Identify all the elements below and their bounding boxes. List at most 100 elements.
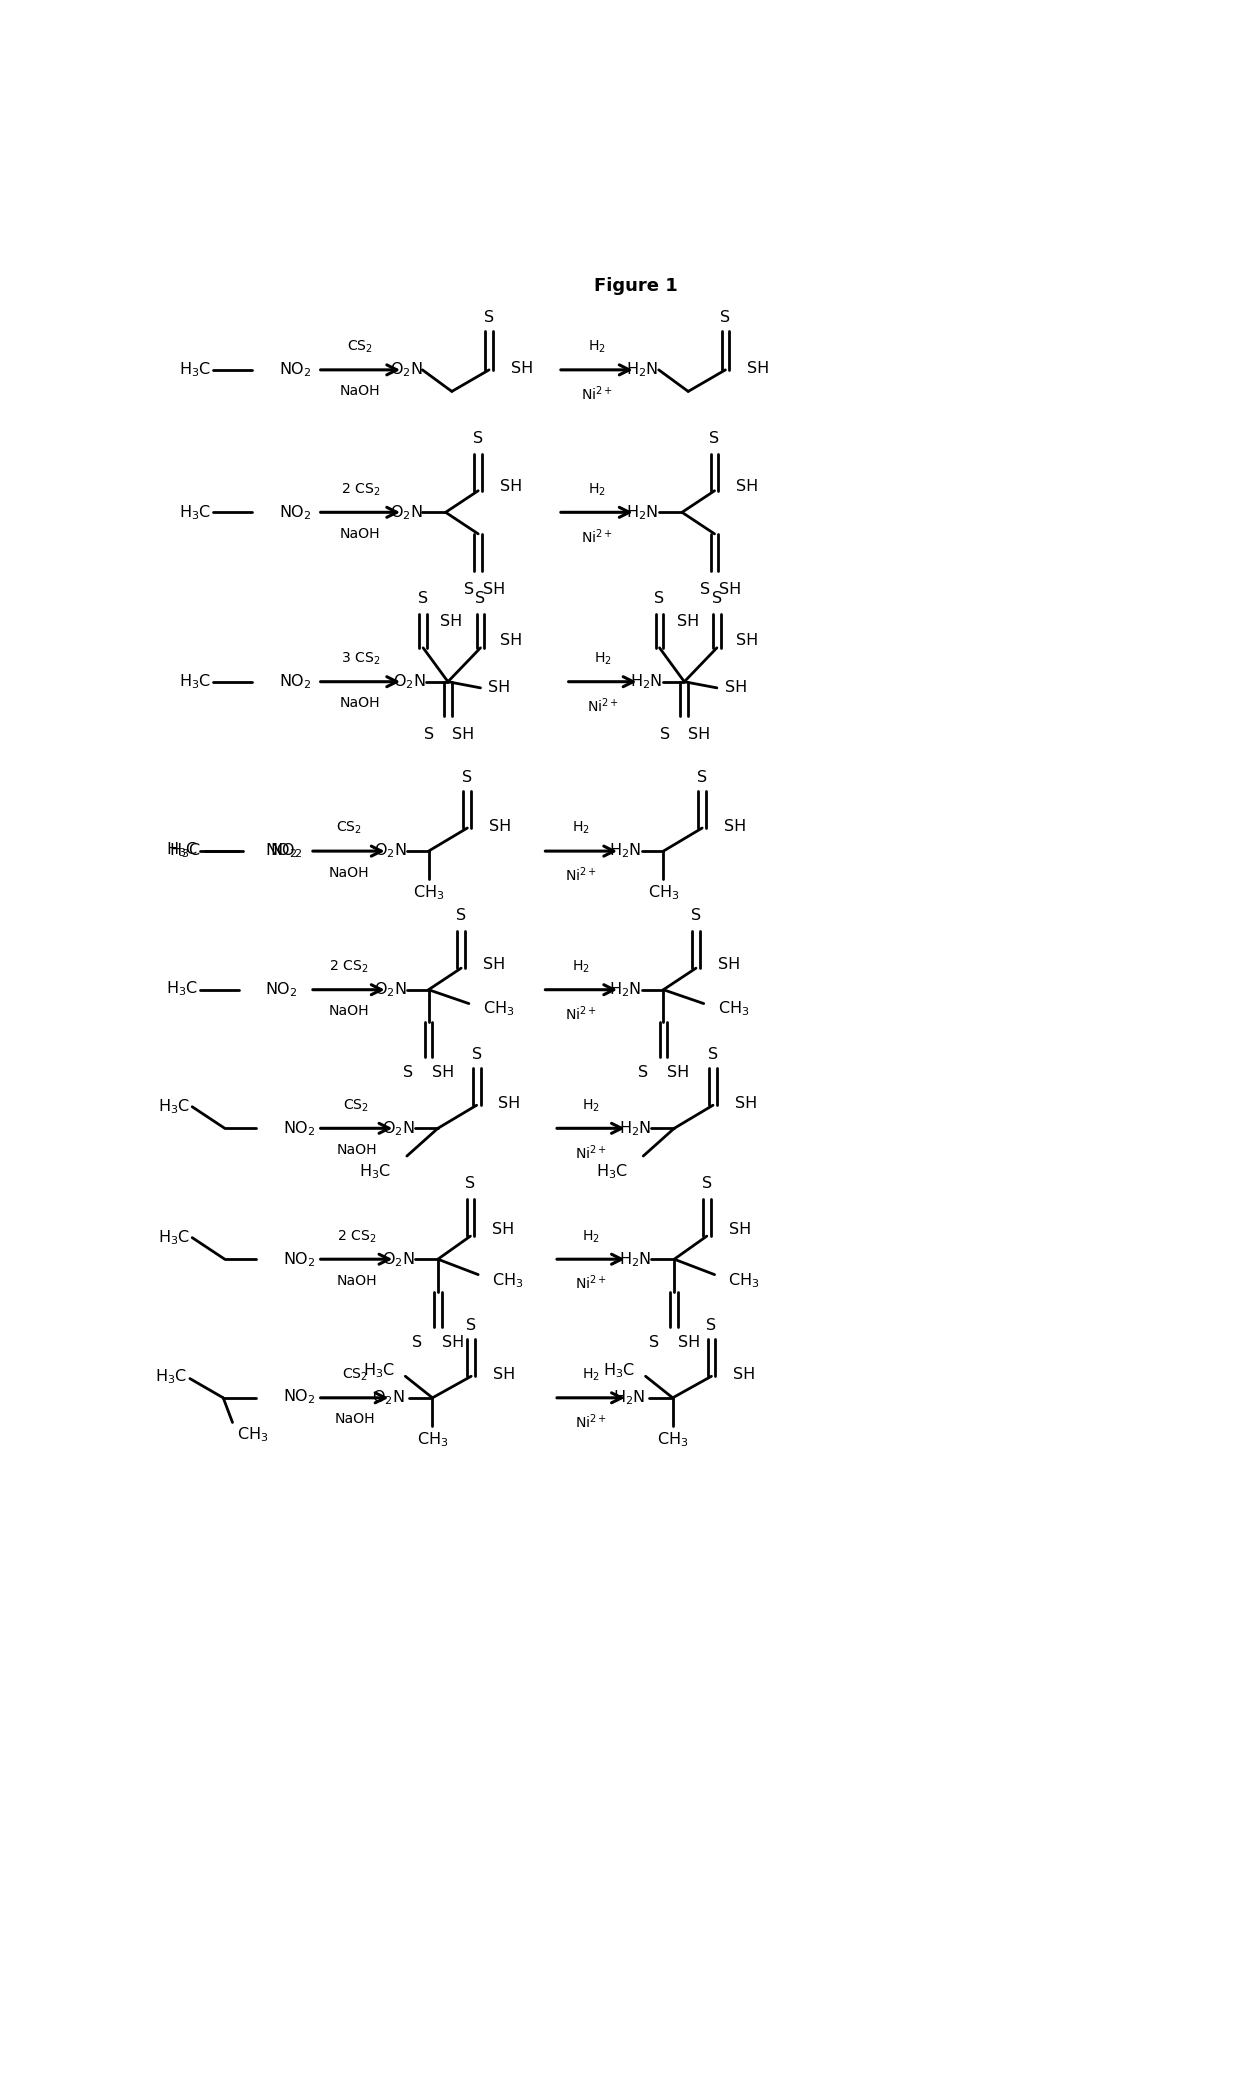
Text: S: S: [691, 909, 701, 923]
Text: H$_3$C: H$_3$C: [166, 978, 197, 997]
Text: H$_2$N: H$_2$N: [609, 842, 642, 861]
Text: Ni$^{2+}$: Ni$^{2+}$: [575, 1143, 606, 1162]
Text: CH$_3$: CH$_3$: [413, 884, 444, 903]
Text: O$_2$N: O$_2$N: [389, 503, 423, 521]
Text: H$_3$C: H$_3$C: [157, 1229, 190, 1248]
Text: NO$_2$: NO$_2$: [283, 1386, 315, 1405]
Text: H$_3$C: H$_3$C: [595, 1162, 627, 1181]
Text: SH: SH: [724, 819, 746, 833]
Text: SH: SH: [688, 727, 711, 741]
Text: NaOH: NaOH: [336, 1143, 377, 1158]
Text: SH: SH: [746, 360, 769, 375]
Text: H$_2$N: H$_2$N: [619, 1250, 651, 1269]
Text: SH: SH: [500, 632, 522, 647]
Text: NaOH: NaOH: [340, 385, 381, 398]
Text: H$_3$C: H$_3$C: [166, 840, 197, 859]
Text: Ni$^{2+}$: Ni$^{2+}$: [565, 1005, 598, 1024]
Text: S: S: [424, 727, 434, 741]
Text: H$_2$: H$_2$: [582, 1367, 600, 1384]
Text: H$_2$: H$_2$: [573, 959, 590, 976]
Text: SH: SH: [719, 582, 742, 597]
Text: O$_2$N: O$_2$N: [389, 360, 423, 379]
Text: SH: SH: [511, 360, 533, 375]
Text: SH: SH: [441, 1334, 464, 1351]
Text: SH: SH: [489, 681, 511, 695]
Text: O$_2$N: O$_2$N: [393, 672, 427, 691]
Text: H$_2$N: H$_2$N: [619, 1118, 651, 1137]
Text: H$_2$: H$_2$: [582, 1097, 600, 1114]
Text: S: S: [637, 1066, 649, 1081]
Text: S: S: [702, 1177, 712, 1191]
Text: H$_3$C: H$_3$C: [157, 1097, 190, 1116]
Text: H$_3$C: H$_3$C: [360, 1162, 392, 1181]
Text: NO$_2$: NO$_2$: [279, 503, 311, 521]
Text: S: S: [720, 310, 730, 325]
Text: H$_3$C: H$_3$C: [179, 672, 211, 691]
Text: 2 CS$_2$: 2 CS$_2$: [341, 482, 381, 498]
Text: O$_2$N: O$_2$N: [372, 1388, 405, 1407]
Text: S: S: [465, 1177, 475, 1191]
Text: CS$_2$: CS$_2$: [343, 1097, 370, 1114]
Text: S: S: [456, 909, 466, 923]
Text: H$_3$C: H$_3$C: [363, 1361, 396, 1380]
Text: S: S: [412, 1334, 423, 1351]
Text: NaOH: NaOH: [340, 528, 381, 540]
Text: S: S: [466, 1317, 476, 1334]
Text: H$_2$: H$_2$: [588, 482, 605, 498]
Text: CH$_3$: CH$_3$: [482, 999, 515, 1018]
Text: NO$_2$: NO$_2$: [265, 842, 298, 861]
Text: H$_2$: H$_2$: [588, 339, 605, 356]
Text: H$_2$N: H$_2$N: [614, 1388, 646, 1407]
Text: NO$_2$: NO$_2$: [279, 672, 311, 691]
Text: SH: SH: [500, 480, 522, 494]
Text: CH$_3$: CH$_3$: [718, 999, 749, 1018]
Text: S: S: [471, 1047, 481, 1062]
Text: CS$_2$: CS$_2$: [341, 1367, 367, 1384]
Text: S: S: [403, 1066, 413, 1081]
Text: CH$_3$: CH$_3$: [657, 1430, 688, 1449]
Text: O$_2$N: O$_2$N: [382, 1250, 414, 1269]
Text: H$_3$C: H$_3$C: [170, 842, 201, 861]
Text: S: S: [701, 582, 711, 597]
Text: CH$_3$: CH$_3$: [647, 884, 680, 903]
Text: O$_2$N: O$_2$N: [374, 980, 407, 999]
Text: S: S: [418, 591, 428, 605]
Text: NaOH: NaOH: [329, 1005, 370, 1018]
Text: Ni$^{2+}$: Ni$^{2+}$: [575, 1273, 606, 1292]
Text: CH$_3$: CH$_3$: [492, 1271, 523, 1290]
Text: H$_2$: H$_2$: [594, 651, 611, 668]
Text: S: S: [707, 1317, 717, 1334]
Text: SH: SH: [737, 632, 759, 647]
Text: NO$_2$: NO$_2$: [270, 842, 303, 861]
Text: SH: SH: [440, 614, 463, 628]
Text: Ni$^{2+}$: Ni$^{2+}$: [580, 528, 613, 547]
Text: SH: SH: [734, 1095, 756, 1112]
Text: SH: SH: [482, 957, 505, 972]
Text: SH: SH: [729, 1223, 750, 1238]
Text: SH: SH: [492, 1223, 515, 1238]
Text: CH$_3$: CH$_3$: [729, 1271, 760, 1290]
Text: H$_2$N: H$_2$N: [626, 360, 658, 379]
Text: 3 CS$_2$: 3 CS$_2$: [341, 651, 381, 668]
Text: S: S: [649, 1334, 658, 1351]
Text: SH: SH: [724, 681, 746, 695]
Text: SH: SH: [678, 1334, 701, 1351]
Text: S: S: [660, 727, 671, 741]
Text: Figure 1: Figure 1: [594, 276, 677, 295]
Text: S: S: [464, 582, 474, 597]
Text: SH: SH: [667, 1066, 689, 1081]
Text: SH: SH: [677, 614, 699, 628]
Text: Ni$^{2+}$: Ni$^{2+}$: [575, 1413, 606, 1430]
Text: NO$_2$: NO$_2$: [265, 980, 298, 999]
Text: 2 CS$_2$: 2 CS$_2$: [337, 1229, 376, 1244]
Text: S: S: [484, 310, 494, 325]
Text: S: S: [463, 771, 472, 785]
Text: NaOH: NaOH: [340, 697, 381, 710]
Text: H$_3$C: H$_3$C: [604, 1361, 635, 1380]
Text: Ni$^{2+}$: Ni$^{2+}$: [565, 865, 598, 884]
Text: H$_2$N: H$_2$N: [630, 672, 662, 691]
Text: SH: SH: [482, 582, 505, 597]
Text: S: S: [708, 1047, 718, 1062]
Text: H$_2$N: H$_2$N: [626, 503, 658, 521]
Text: NO$_2$: NO$_2$: [283, 1118, 315, 1137]
